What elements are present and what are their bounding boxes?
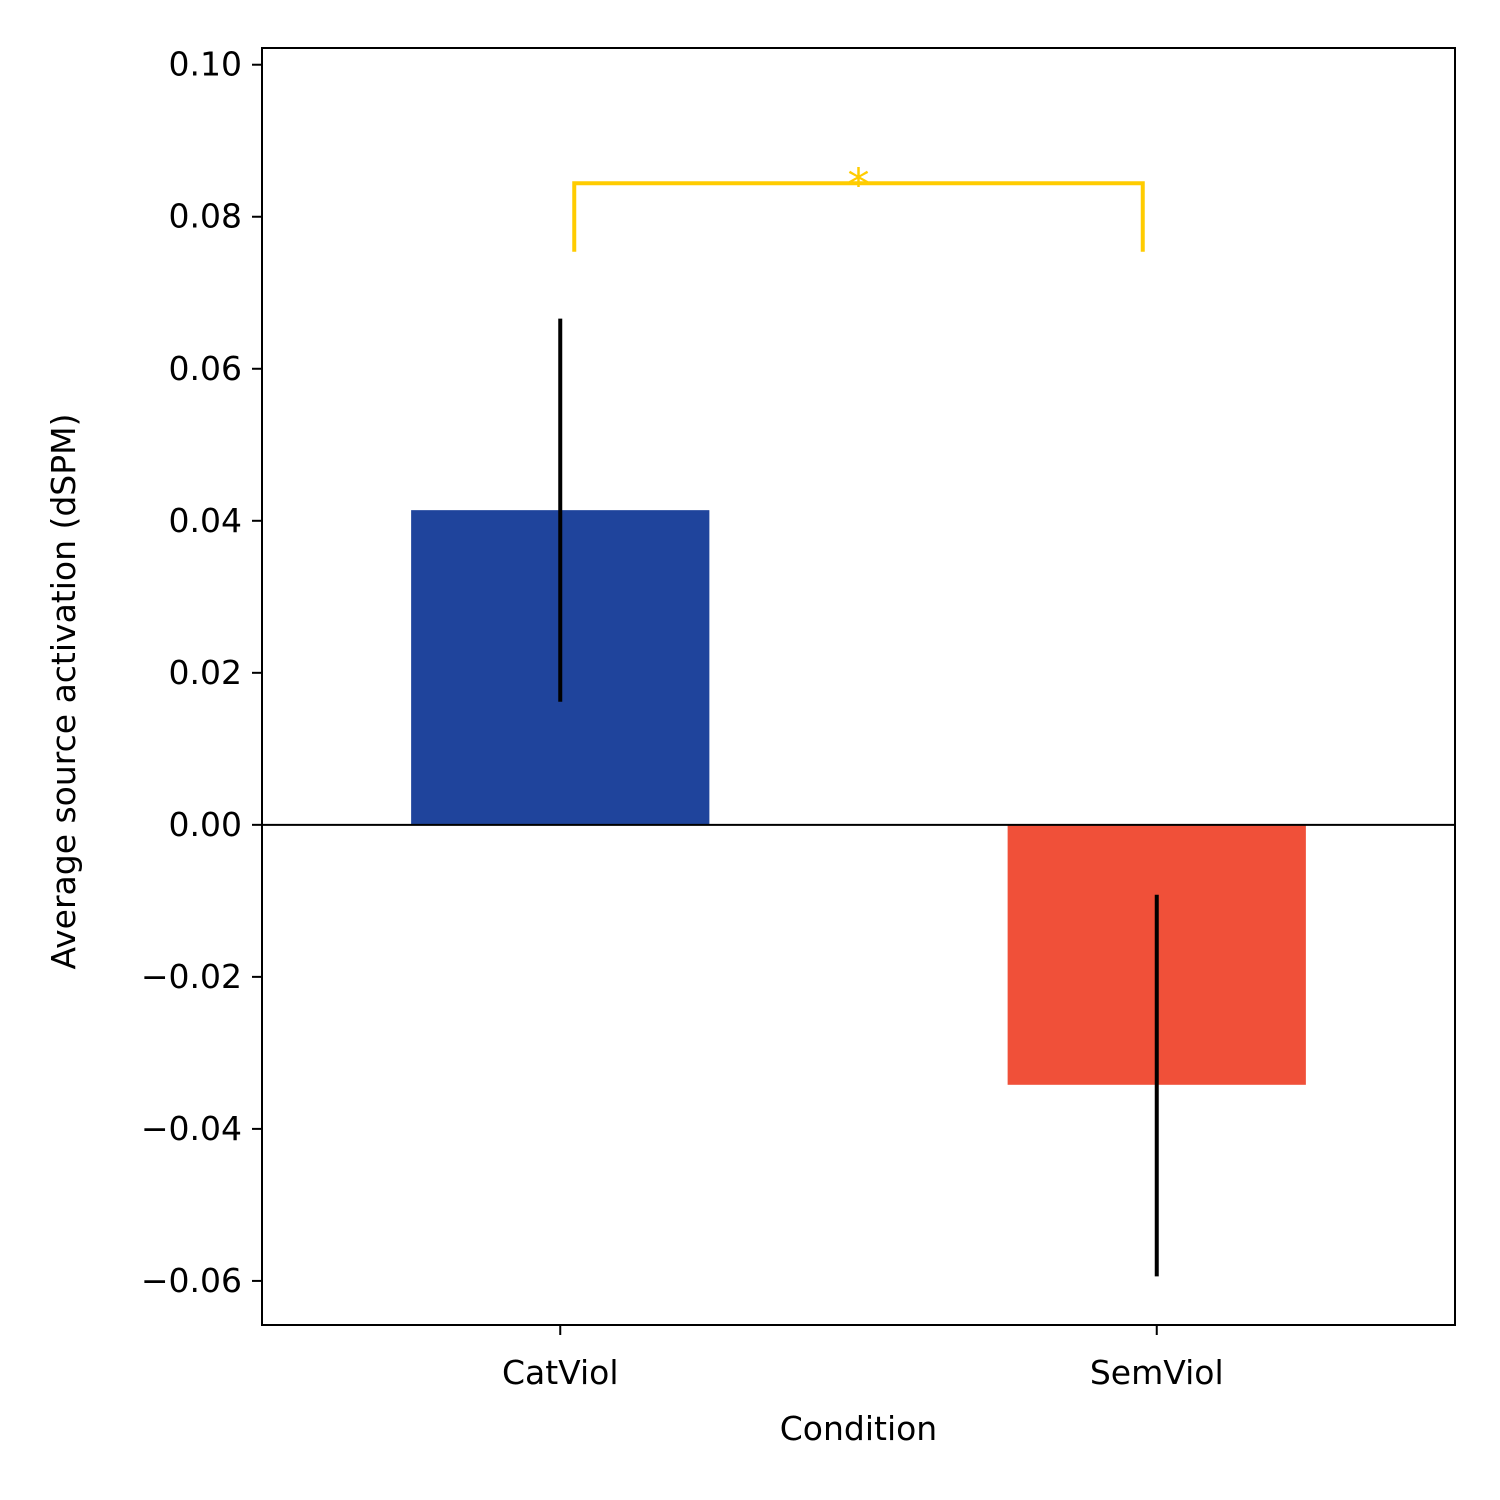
x-tick-label-catviol: CatViol — [502, 1353, 619, 1392]
y-axis: 0.10 0.08 0.06 0.04 0.02 0.00 −0.02 −0.04 −0.06 — [141, 45, 262, 1300]
y-tick-label: 0.06 — [169, 349, 242, 388]
y-tick-label: 0.02 — [169, 653, 242, 692]
y-tick-label: 0.04 — [169, 501, 242, 540]
error-bars-layer — [558, 318, 1159, 1277]
y-tick-label: 0.08 — [169, 197, 242, 236]
y-tick-label: 0.10 — [169, 45, 242, 84]
plot-frame — [261, 47, 1456, 1326]
y-axis-title: Average source activation (dSPM) — [44, 413, 83, 969]
x-axis-title: Condition — [780, 1409, 937, 1448]
significance-label: * — [848, 159, 870, 210]
x-tick-label-semviol: SemViol — [1090, 1353, 1224, 1392]
bars-layer — [411, 510, 1306, 1085]
x-axis: CatViol SemViol — [502, 1325, 1224, 1392]
y-tick-label: 0.00 — [169, 805, 242, 844]
significance-layer: * — [572, 159, 1145, 252]
y-tick-label: −0.02 — [141, 957, 242, 996]
y-tick-label: −0.04 — [141, 1109, 242, 1148]
significance-bracket — [572, 181, 1145, 252]
y-tick-label: −0.06 — [141, 1261, 242, 1300]
